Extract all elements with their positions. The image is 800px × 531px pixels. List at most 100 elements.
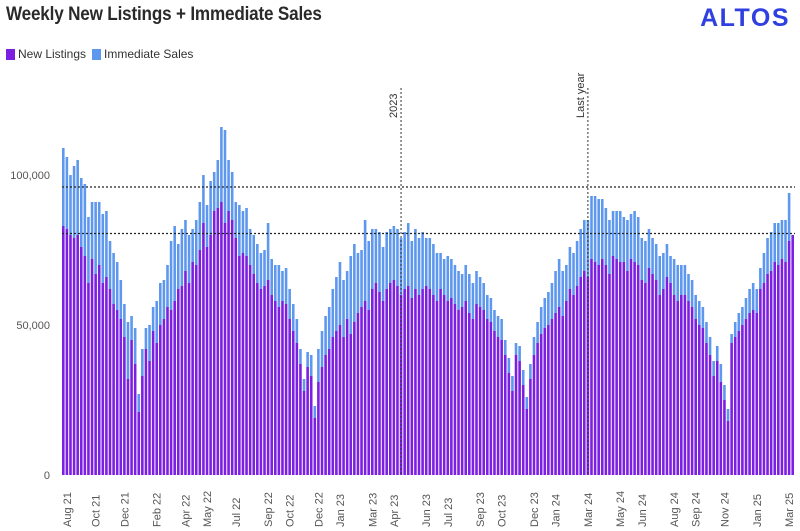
bar-new-listings [417, 295, 421, 475]
bar-immediate-sales [773, 223, 777, 262]
bar-immediate-sales [266, 223, 270, 280]
bar-immediate-sales [399, 238, 403, 295]
bar-immediate-sales [306, 352, 309, 367]
x-tick-label: Mar 25 [784, 493, 796, 527]
bar-immediate-sales [593, 196, 597, 262]
bar-new-listings [291, 331, 295, 475]
bar-new-listings [281, 301, 284, 475]
bar-new-listings [406, 286, 410, 475]
bar-immediate-sales [600, 199, 604, 259]
bar-new-listings [719, 382, 723, 475]
bar-new-listings [626, 271, 629, 475]
bar-immediate-sales [572, 253, 575, 295]
bar-new-listings [270, 295, 273, 475]
bar-immediate-sales [327, 307, 331, 349]
bar-new-listings [299, 364, 302, 475]
bar-new-listings [184, 271, 187, 475]
bar-new-listings [583, 271, 586, 475]
bar-new-listings [137, 412, 141, 475]
bar-immediate-sales [435, 253, 439, 301]
x-tick-label: Dec 22 [313, 492, 325, 527]
bar-immediate-sales [615, 211, 618, 259]
bar-new-listings [471, 319, 475, 475]
legend: New Listings Immediate Sales [6, 47, 193, 61]
bar-new-listings [266, 280, 270, 475]
bar-immediate-sales [324, 316, 327, 355]
bar-new-listings [345, 319, 349, 475]
bar-new-listings [338, 325, 342, 475]
bar-new-listings [439, 289, 442, 475]
bar-new-listings [723, 400, 726, 475]
bar-immediate-sales [414, 229, 417, 289]
bar-new-listings [568, 289, 572, 475]
bar-new-listings [611, 256, 615, 475]
bar-new-listings [665, 277, 669, 475]
bar-immediate-sales [654, 244, 658, 280]
bar-new-listings [672, 295, 676, 475]
legend-label-immediate-sales: Immediate Sales [104, 47, 194, 61]
bar-new-listings [694, 319, 697, 475]
bar-immediate-sales [144, 328, 148, 349]
bar-immediate-sales [561, 271, 565, 316]
bar-new-listings [151, 331, 155, 475]
bar-new-listings [238, 256, 241, 475]
bar-immediate-sales [72, 166, 76, 238]
bar-immediate-sales [69, 175, 72, 235]
bar-new-listings [701, 328, 705, 475]
bar-new-listings [284, 304, 288, 475]
bar-immediate-sales [583, 220, 586, 271]
bar-immediate-sales [457, 271, 460, 310]
bar-immediate-sales [367, 241, 371, 310]
bar-new-listings [493, 331, 496, 475]
bar-immediate-sales [360, 250, 363, 307]
bar-new-listings [435, 301, 439, 475]
x-tick-label: Nov 24 [719, 492, 731, 527]
bar-new-listings [500, 340, 503, 475]
bar-immediate-sales [295, 319, 299, 343]
bar-immediate-sales [464, 265, 468, 301]
bar-immediate-sales [223, 130, 227, 223]
bar-immediate-sales [676, 265, 680, 301]
bar-immediate-sales [141, 349, 144, 376]
bar-immediate-sales [489, 298, 493, 322]
legend-item-new-listings[interactable]: New Listings [6, 47, 86, 61]
bar-new-listings [604, 265, 608, 475]
bar-immediate-sales [299, 349, 302, 364]
bar-immediate-sales [442, 259, 446, 295]
bar-immediate-sales [690, 280, 694, 307]
bar-new-listings [744, 319, 748, 475]
bar-immediate-sales [640, 238, 644, 280]
bar-new-listings [428, 289, 432, 475]
bar-new-listings [539, 334, 543, 475]
bar-immediate-sales [762, 253, 766, 283]
bar-immediate-sales [554, 271, 557, 313]
bar-immediate-sales [410, 241, 414, 298]
bar-new-listings [396, 286, 399, 475]
bar-new-listings [216, 208, 220, 475]
bar-immediate-sales [500, 319, 503, 340]
bar-immediate-sales [539, 307, 543, 334]
bar-new-listings [669, 283, 672, 475]
bar-new-listings [403, 289, 406, 475]
legend-item-immediate-sales[interactable]: Immediate Sales [92, 47, 193, 61]
bar-immediate-sales [712, 361, 715, 376]
bar-immediate-sales [241, 211, 245, 253]
bar-immediate-sales [166, 265, 169, 307]
bar-immediate-sales [191, 229, 194, 262]
bar-new-listings [360, 307, 363, 475]
bar-new-listings [259, 289, 263, 475]
x-tick-label: Apr 22 [180, 495, 192, 527]
bar-new-listings [482, 310, 485, 475]
bar-immediate-sales [216, 160, 220, 208]
bar-immediate-sales [579, 229, 582, 277]
bar-new-listings [654, 280, 658, 475]
bar-immediate-sales [604, 208, 608, 265]
bar-new-listings [575, 286, 579, 475]
bar-immediate-sales [503, 340, 507, 355]
bar-new-listings [72, 238, 76, 475]
bar-new-listings [115, 310, 119, 475]
bar-immediate-sales [636, 217, 640, 265]
bar-new-listings [450, 298, 453, 475]
bar-immediate-sales [737, 313, 741, 331]
bar-immediate-sales [180, 229, 184, 286]
